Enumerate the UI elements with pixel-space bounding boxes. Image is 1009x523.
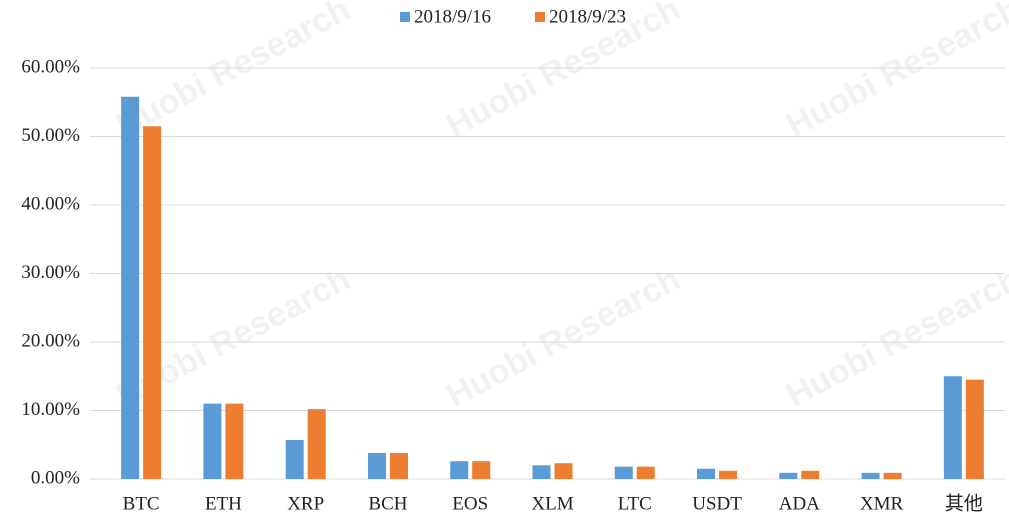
x-tick-label: ADA (779, 493, 820, 514)
bar (307, 409, 326, 479)
bar (285, 439, 304, 479)
x-tick-label: XMR (860, 493, 904, 514)
bar (861, 472, 880, 479)
x-tick-label: BTC (123, 493, 160, 514)
legend-swatch (400, 12, 410, 22)
legend-label: 2018/9/23 (549, 6, 626, 27)
bar (801, 470, 820, 479)
bar (779, 472, 798, 479)
bar (143, 126, 162, 479)
x-tick-label: LTC (618, 493, 652, 514)
bar (367, 452, 386, 479)
bar (614, 466, 633, 479)
bar (389, 452, 408, 479)
y-tick-label: 10.00% (21, 399, 80, 420)
bar (532, 465, 551, 479)
x-tick-label: XRP (287, 493, 324, 514)
watermark: Huobi Research (110, 0, 356, 145)
bar (719, 470, 738, 479)
x-tick-label: BCH (368, 493, 407, 514)
bar (636, 466, 655, 479)
legend-label: 2018/9/16 (414, 6, 491, 27)
bar (225, 403, 244, 479)
x-tick-label: XLM (531, 493, 573, 514)
bar (203, 403, 222, 479)
watermark: Huobi Research (440, 260, 686, 415)
x-tick-label: ETH (205, 493, 242, 514)
bar (883, 472, 902, 479)
y-tick-label: 0.00% (31, 467, 80, 488)
bar (554, 463, 573, 479)
y-tick-label: 40.00% (21, 193, 80, 214)
x-tick-label: EOS (452, 493, 488, 514)
bar (697, 468, 716, 479)
bar (943, 376, 962, 479)
legend-swatch (535, 12, 545, 22)
bar (472, 461, 491, 479)
y-tick-label: 50.00% (21, 125, 80, 146)
bar (965, 379, 984, 479)
y-tick-label: 30.00% (21, 262, 80, 283)
y-tick-label: 20.00% (21, 330, 80, 351)
x-tick-label: 其他 (945, 492, 983, 514)
bar (450, 461, 469, 479)
x-tick-label: USDT (692, 493, 742, 514)
watermark: Huobi Research (780, 0, 1009, 145)
bar (121, 96, 140, 480)
y-tick-label: 60.00% (21, 56, 80, 77)
